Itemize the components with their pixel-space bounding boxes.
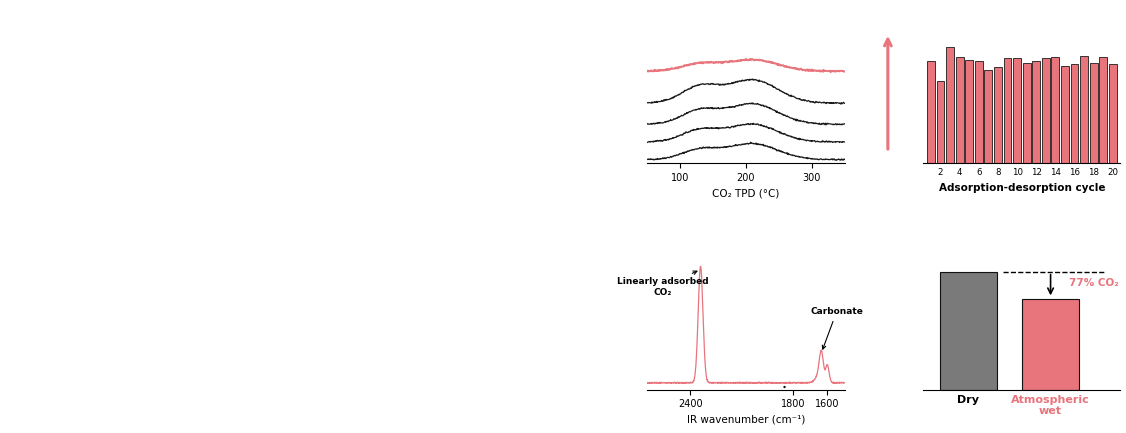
Bar [994,67,1002,163]
Bar [1052,57,1060,163]
Bar [965,60,973,163]
Bar [1042,58,1049,163]
Bar [940,272,998,390]
Bar [1033,61,1040,163]
Bar [1013,58,1021,163]
Bar [1080,55,1088,163]
Text: 77% CO₂: 77% CO₂ [1069,278,1118,288]
Bar [1109,64,1117,163]
Bar [984,70,992,163]
Bar [1003,58,1011,163]
Bar [1071,64,1079,163]
Text: Carbonate: Carbonate [811,307,864,349]
Bar [1090,63,1098,163]
Bar [1022,299,1080,390]
Bar [927,61,935,163]
Bar [956,57,964,163]
Bar [937,81,945,163]
Text: Linearly adsorbed
CO₂: Linearly adsorbed CO₂ [617,271,708,297]
Bar [1022,63,1030,163]
Bar [946,47,954,163]
X-axis label: IR wavenumber (cm⁻¹): IR wavenumber (cm⁻¹) [687,415,805,425]
Text: Na⁺ contents &
CO₂ chemisorption: Na⁺ contents & CO₂ chemisorption [929,47,949,138]
Bar [975,61,983,163]
Bar [1099,57,1107,163]
Bar [1061,65,1069,163]
X-axis label: Adsorption-desorption cycle: Adsorption-desorption cycle [939,183,1105,193]
X-axis label: CO₂ TPD (°C): CO₂ TPD (°C) [713,188,779,198]
